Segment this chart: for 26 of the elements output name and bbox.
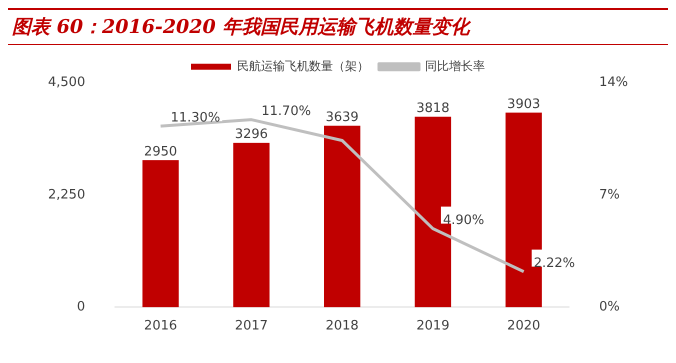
x-tick-label: 2018 (326, 318, 359, 334)
data-label: 3818 (416, 101, 450, 116)
y-tick-label: 4,500 (48, 75, 86, 90)
data-label: 11.70% (261, 104, 311, 120)
bar (142, 160, 179, 308)
data-label: 2.22% (534, 256, 576, 271)
x-tick-label: 2016 (144, 318, 178, 334)
legend-label: 民航运输飞机数量（架） (237, 58, 369, 73)
bar (233, 142, 270, 308)
x-tick-label: 2020 (507, 318, 540, 334)
x-tick-label: 2019 (416, 318, 450, 334)
chart-title: 图表 60：2016-2020 年我国民用运输飞机数量变化 (8, 8, 668, 45)
data-label: 3903 (507, 96, 540, 112)
data-label: 3639 (326, 110, 359, 126)
bar (324, 126, 360, 308)
y2-tick-label: 0% (599, 300, 620, 315)
data-label: 11.30% (170, 110, 220, 126)
y-tick-label: 0 (76, 300, 86, 315)
data-label: 4.90% (442, 213, 484, 228)
data-label: 3296 (234, 127, 268, 142)
x-tick-label: 2017 (234, 318, 268, 334)
y-tick-label: 2,250 (48, 187, 86, 202)
legend-label: 同比增长率 (425, 58, 485, 73)
data-label: 2950 (144, 144, 178, 160)
y2-tick-label: 14% (599, 75, 628, 90)
y2-tick-label: 7% (599, 187, 620, 202)
